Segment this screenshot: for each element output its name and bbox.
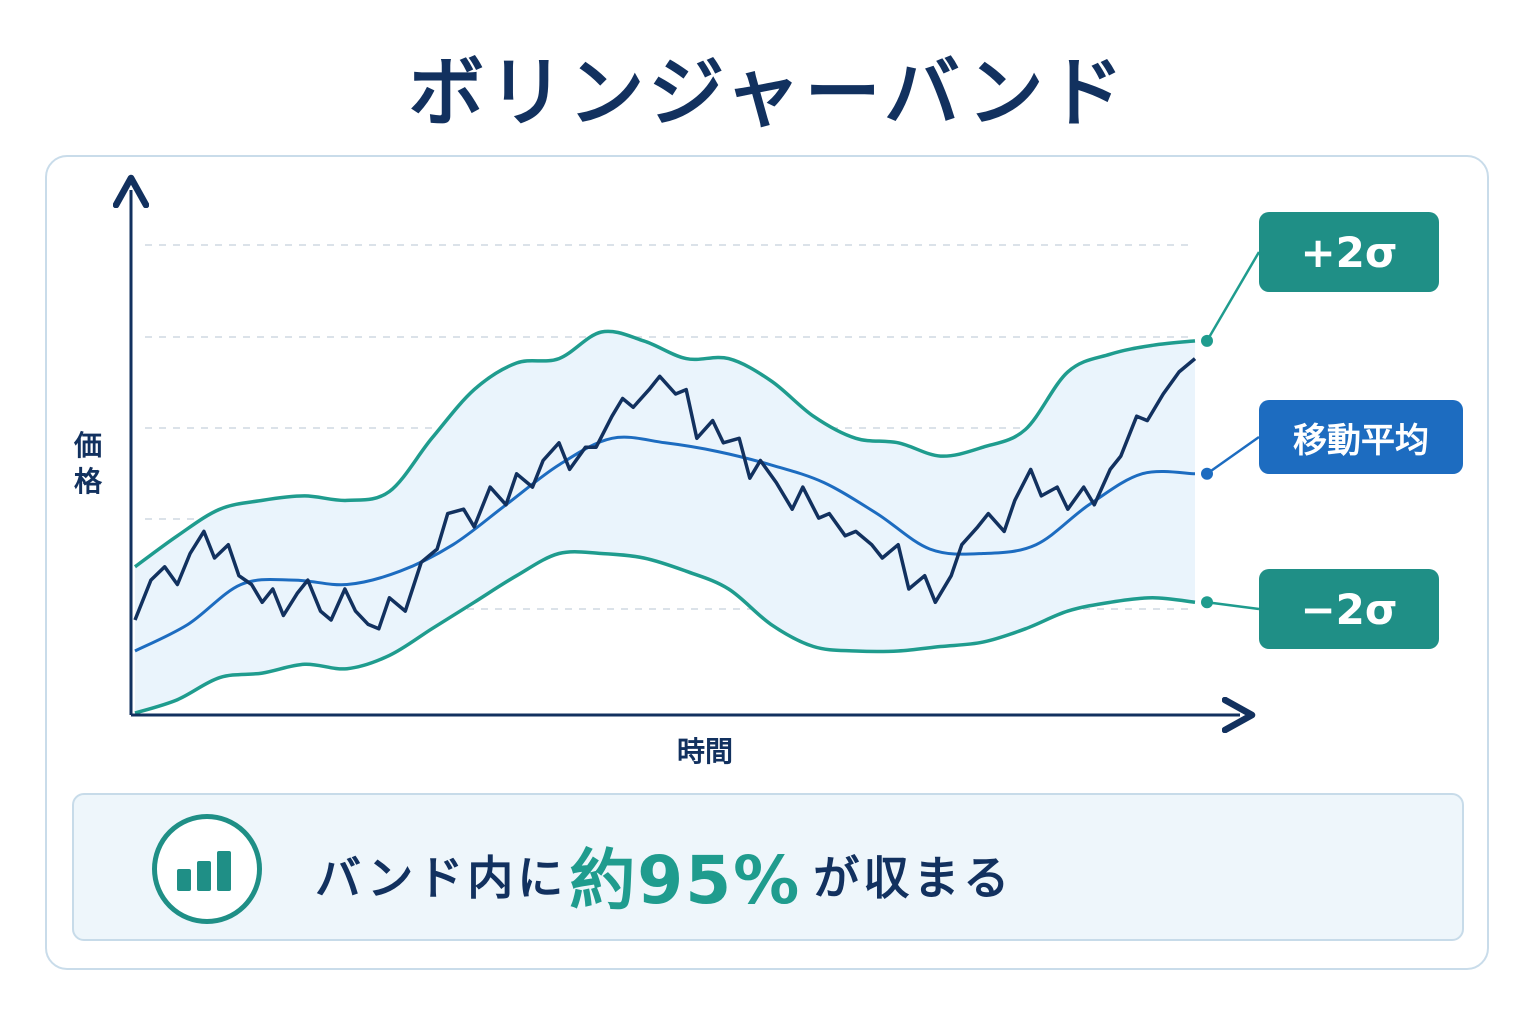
y-axis-label-text: 価格 bbox=[73, 429, 102, 498]
y-axis-label: 価格 bbox=[66, 428, 110, 500]
x-axis-label: 時間 bbox=[676, 735, 733, 768]
bar-chart-icon bbox=[152, 814, 262, 924]
moving-average-tag: 移動平均 bbox=[1259, 400, 1463, 474]
summary-highlight: 約95% bbox=[569, 842, 802, 919]
summary-text-before: バンド内に bbox=[315, 851, 568, 905]
upper-connector-line bbox=[1205, 251, 1261, 342]
lower-band-tag: −2σ bbox=[1259, 569, 1439, 649]
chart-title: ボリンジャーバンド bbox=[408, 48, 1128, 137]
price-line bbox=[133, 357, 1197, 631]
ma-end-dot bbox=[1201, 467, 1213, 480]
lower-connector-line bbox=[1206, 601, 1260, 611]
summary-text-after: が収まる bbox=[813, 851, 1014, 905]
lower-end-dot bbox=[1201, 596, 1213, 609]
ma-connector-line bbox=[1206, 435, 1260, 475]
lower-band-line bbox=[134, 549, 1196, 715]
upper-band-tag: +2σ bbox=[1259, 212, 1439, 292]
upper-band-line bbox=[133, 329, 1196, 569]
upper-end-dot bbox=[1201, 334, 1213, 347]
summary-text: バンド内に 約95% が収まる bbox=[315, 830, 1013, 920]
summary-box bbox=[72, 793, 1464, 941]
band-fill-area bbox=[135, 331, 1195, 713]
